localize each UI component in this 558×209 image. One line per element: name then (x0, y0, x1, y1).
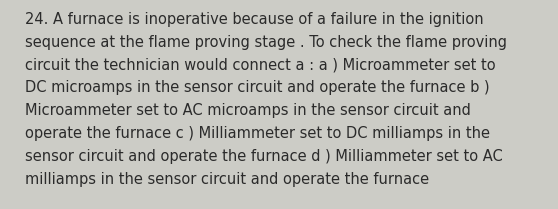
Text: 24. A furnace is inoperative because of a failure in the ignition: 24. A furnace is inoperative because of … (25, 12, 484, 27)
Text: sequence at the flame proving stage . To check the flame proving: sequence at the flame proving stage . To… (25, 35, 507, 50)
Text: operate the furnace c ) Milliammeter set to DC milliamps in the: operate the furnace c ) Milliammeter set… (25, 126, 490, 141)
Text: sensor circuit and operate the furnace d ) Milliammeter set to AC: sensor circuit and operate the furnace d… (25, 149, 503, 164)
Text: circuit the technician would connect a : a ) Microammeter set to: circuit the technician would connect a :… (25, 58, 496, 73)
Text: Microammeter set to AC microamps in the sensor circuit and: Microammeter set to AC microamps in the … (25, 103, 471, 118)
Text: DC microamps in the sensor circuit and operate the furnace b ): DC microamps in the sensor circuit and o… (25, 80, 489, 95)
Text: milliamps in the sensor circuit and operate the furnace: milliamps in the sensor circuit and oper… (25, 172, 429, 187)
